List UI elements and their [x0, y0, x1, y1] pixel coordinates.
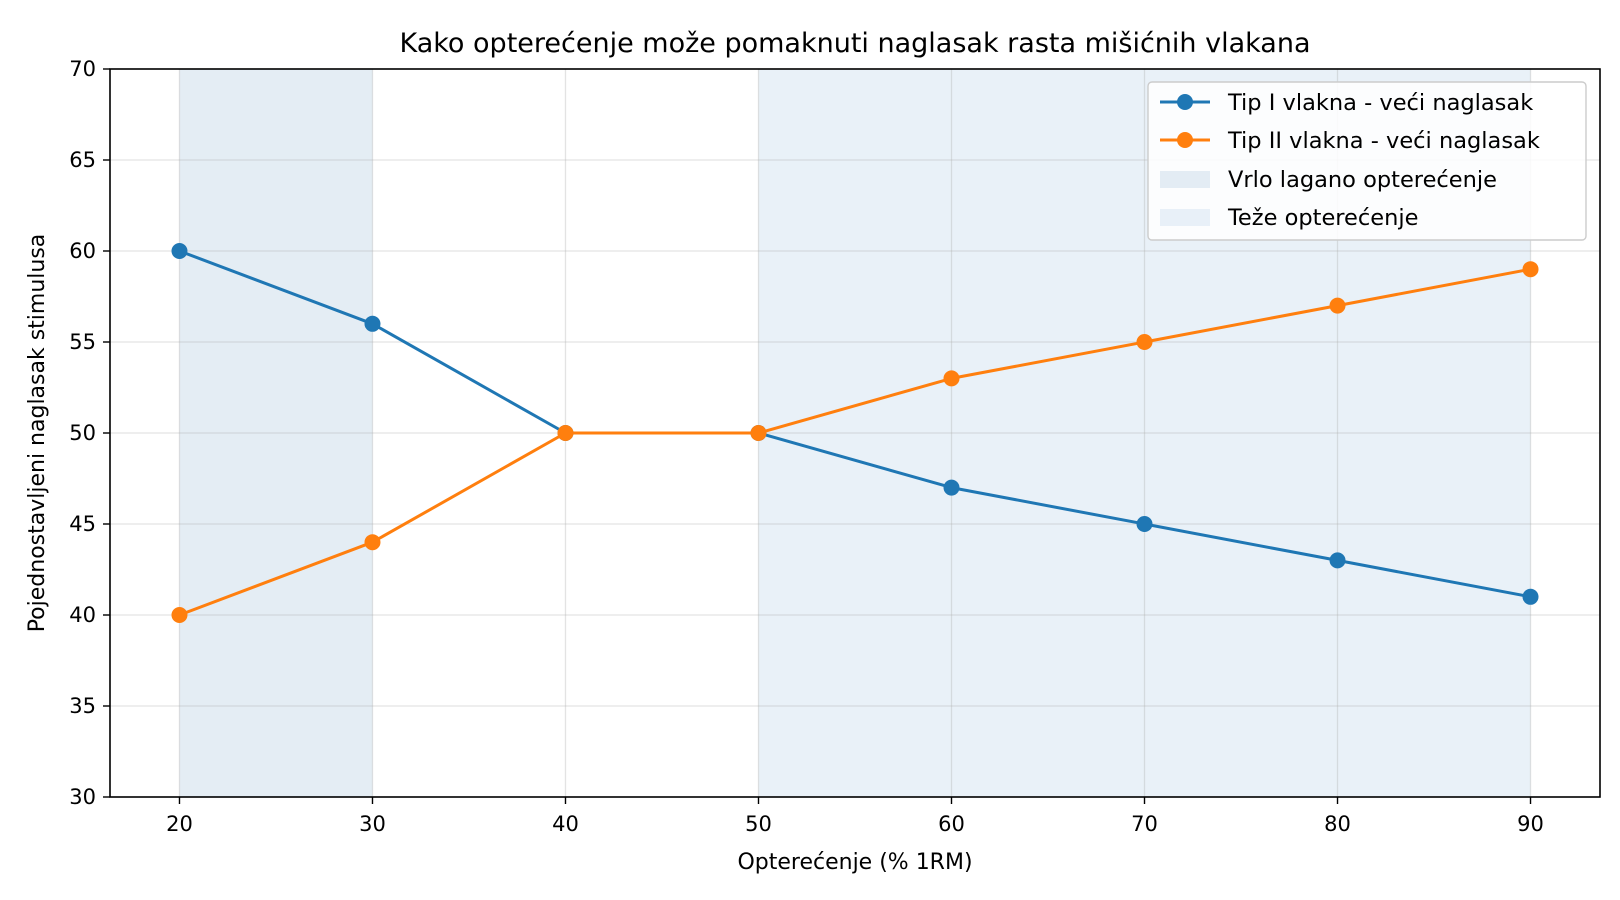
- series-2-point: [557, 425, 574, 441]
- x-axis-label: Opterećenje (% 1RM): [737, 850, 972, 875]
- shaded-region-1: [179, 69, 373, 797]
- legend-region-label-1: Vrlo lagano opterećenje: [1228, 167, 1497, 193]
- x-axis-ticks: 20 30 40 50 60 70 80 90: [166, 797, 1544, 836]
- x-tick-label: 70: [1131, 812, 1158, 836]
- x-tick-label: 80: [1324, 812, 1351, 836]
- x-tick-label: 90: [1517, 812, 1544, 836]
- x-tick-label: 30: [359, 812, 386, 836]
- legend-patch-2: [1160, 209, 1210, 226]
- series-1-point: [364, 315, 381, 332]
- series-line-1: [178, 249, 1531, 599]
- legend-label-1: Tip I vlakna - veći naglasak: [1227, 90, 1533, 116]
- legend-label-2: Tip II vlakna - veći naglasak: [1227, 128, 1540, 154]
- chart-title: Kako opterećenje može pomaknuti naglasak…: [399, 28, 1310, 59]
- legend-box: [1147, 81, 1587, 241]
- y-tick-label: 40: [69, 603, 96, 627]
- y-tick-label: 60: [69, 239, 96, 263]
- x-tick-label: 40: [552, 812, 579, 836]
- legend-region-label-2: Teže opterećenje: [1227, 205, 1418, 231]
- y-tick-label: 35: [69, 694, 96, 718]
- y-tick-label: 30: [69, 785, 96, 809]
- series-1-point: [1329, 552, 1346, 569]
- y-tick-label: 55: [69, 330, 96, 354]
- series-2-point: [750, 425, 767, 441]
- y-axis-label: Pojednostavljeni naglasak stimulusa: [25, 234, 50, 633]
- legend-marker-1: [1177, 94, 1193, 110]
- series-1-point: [171, 243, 188, 259]
- legend: Tip I vlakna - veći naglasak Tip II vlakn…: [1147, 81, 1587, 241]
- legend-marker-2: [1177, 132, 1193, 148]
- series-1-point: [1522, 588, 1539, 605]
- series-2-point: [364, 534, 381, 551]
- data-series: [171, 243, 1539, 623]
- y-tick-label: 45: [69, 512, 96, 536]
- legend-patch-1: [1160, 171, 1210, 188]
- y-tick-label: 65: [69, 148, 96, 172]
- y-tick-label: 50: [69, 421, 96, 445]
- series-2-point: [1522, 261, 1539, 278]
- series-line-2: [178, 267, 1531, 617]
- series-1-point: [943, 479, 960, 496]
- y-axis-ticks: 30 35 40 45 50 55 60 65 70: [69, 57, 110, 809]
- y-tick-label: 70: [69, 57, 96, 81]
- series-2-point: [171, 607, 188, 623]
- x-tick-label: 20: [166, 812, 193, 836]
- x-tick-label: 50: [745, 812, 772, 836]
- x-tick-label: 60: [938, 812, 965, 836]
- series-2-point: [1329, 297, 1346, 314]
- series-1-point: [1136, 516, 1153, 532]
- series-2-point: [1136, 334, 1153, 350]
- series-2-point: [943, 370, 960, 387]
